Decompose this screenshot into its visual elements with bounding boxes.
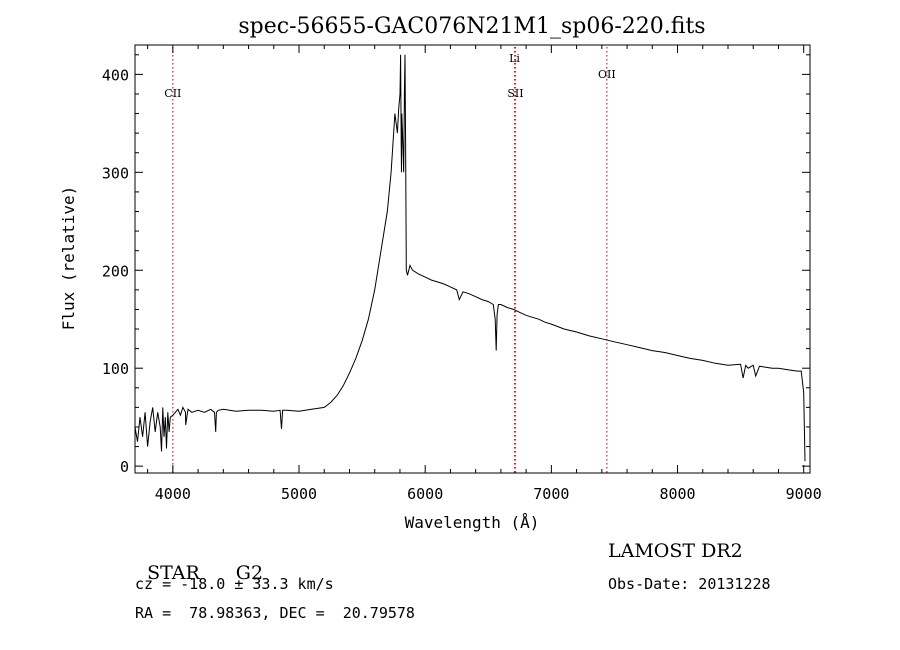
x-tick-label: 7000 — [533, 485, 569, 503]
class-label: STAR — [147, 562, 200, 584]
coordinates-text: RA = 78.98363, DEC = 20.79578 — [135, 604, 415, 622]
subclass-label: G2 — [235, 562, 264, 584]
y-axis-label: Flux (relative) — [59, 186, 78, 331]
obs-date-text: Obs-Date: 20131228 — [608, 575, 771, 593]
y-tick-label: 200 — [102, 262, 129, 280]
marker-label-oii: OII — [598, 68, 616, 81]
marker-label-sii: SII — [507, 87, 523, 100]
y-tick-label: 100 — [102, 360, 129, 378]
x-tick-label: 8000 — [659, 485, 695, 503]
x-axis-label: Wavelength (Å) — [405, 513, 540, 532]
marker-label-li: Li — [509, 52, 520, 65]
y-tick-label: 400 — [102, 66, 129, 84]
plot-area: CII Li SII OII 4000 5000 6000 7000 8000 9000 0 100 2… — [102, 44, 822, 503]
plot-frame — [134, 44, 811, 474]
x-tick-label: 6000 — [407, 485, 443, 503]
marker-label-cii: CII — [164, 87, 181, 100]
redshift-text: cz = -18.0 ± 33.3 km/s — [135, 575, 334, 593]
object-class: STAR G2 — [135, 540, 263, 584]
x-tick-label: 5000 — [281, 485, 317, 503]
x-tick-label: 9000 — [786, 485, 822, 503]
y-tick-label: 0 — [120, 458, 129, 476]
y-tick-label: 300 — [102, 164, 129, 182]
survey-label: LAMOST DR2 — [608, 540, 743, 562]
x-tick-label: 4000 — [155, 485, 191, 503]
spectrum-line — [134, 54, 806, 462]
chart-title: spec-56655-GAC076N21M1_sp06-220.fits — [238, 14, 705, 39]
